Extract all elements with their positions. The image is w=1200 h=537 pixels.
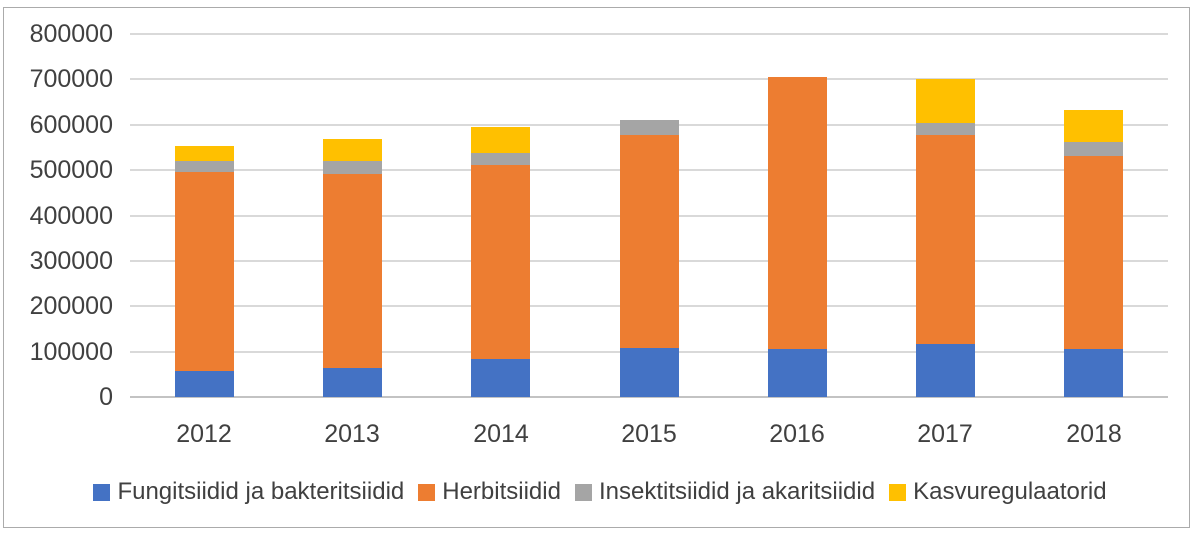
bar-segment-2017-fungitsiidid-ja-bakteritsiidid[interactable]: [916, 344, 975, 397]
bar-segment-2014-kasvuregulaatorid[interactable]: [471, 127, 530, 153]
legend-color-swatch: [93, 483, 111, 501]
legend-item-herbitsiidid[interactable]: Herbitsiidid: [418, 478, 561, 506]
bar-segment-2013-fungitsiidid-ja-bakteritsiidid[interactable]: [323, 368, 382, 397]
bar-segment-2014-fungitsiidid-ja-bakteritsiidid[interactable]: [471, 359, 530, 397]
legend-label: Insektitsiidid ja akaritsiidid: [598, 478, 876, 505]
y-axis-tick-label: 0: [99, 383, 113, 411]
x-axis-tick-label-2013: 2013: [324, 420, 380, 448]
x-axis-tick-label-2014: 2014: [473, 420, 529, 448]
bar-segment-2013-kasvuregulaatorid[interactable]: [323, 139, 382, 161]
gridline: [130, 78, 1168, 81]
bar-segment-2014-herbitsiidid[interactable]: [471, 165, 530, 359]
bar-segment-2013-insektitsiidid-ja-akaritsiidid[interactable]: [323, 161, 382, 174]
x-axis-tick-label-2017: 2017: [917, 420, 973, 448]
bar-segment-2012-kasvuregulaatorid[interactable]: [175, 146, 234, 161]
x-axis-tick-label-2018: 2018: [1066, 420, 1122, 448]
legend-color-swatch: [418, 483, 436, 501]
chart-legend: Fungitsiidid ja bakteritsiidid Herbitsiid…: [0, 478, 1200, 506]
legend-label: Kasvuregulaatorid: [913, 478, 1107, 505]
legend-item-insektitsiidid-ja-akaritsiidid[interactable]: Insektitsiidid ja akaritsiidid: [574, 478, 876, 506]
bar-segment-2018-herbitsiidid[interactable]: [1064, 156, 1123, 349]
bar-segment-2018-insektitsiidid-ja-akaritsiidid[interactable]: [1064, 142, 1123, 156]
bar-segment-2015-insektitsiidid-ja-akaritsiidid[interactable]: [620, 120, 679, 135]
legend-label: Fungitsiidid ja bakteritsiidid: [117, 478, 405, 505]
y-axis-tick-label: 200000: [29, 292, 113, 321]
legend-color-swatch: [574, 483, 592, 501]
x-axis-tick-label-2015: 2015: [621, 420, 677, 448]
bar-segment-2016-herbitsiidid[interactable]: [768, 77, 827, 349]
bar-segment-2013-herbitsiidid[interactable]: [323, 174, 382, 368]
bar-segment-2016-fungitsiidid-ja-bakteritsiidid[interactable]: [768, 349, 827, 397]
y-axis-tick-label: 800000: [29, 20, 113, 48]
bar-segment-2012-insektitsiidid-ja-akaritsiidid[interactable]: [175, 161, 234, 172]
legend-label: Herbitsiidid: [442, 478, 561, 505]
x-axis-tick-label-2016: 2016: [769, 420, 825, 448]
bar-segment-2014-insektitsiidid-ja-akaritsiidid[interactable]: [471, 153, 530, 165]
y-axis-tick-label: 100000: [29, 337, 113, 366]
bar-segment-2018-kasvuregulaatorid[interactable]: [1064, 110, 1123, 142]
legend-color-swatch: [889, 483, 907, 501]
y-axis-tick-label: 500000: [29, 156, 113, 185]
x-axis-tick-label-2012: 2012: [176, 420, 232, 448]
y-axis-tick-label: 700000: [29, 65, 113, 94]
bar-segment-2017-insektitsiidid-ja-akaritsiidid[interactable]: [916, 123, 975, 135]
y-axis-tick-label: 600000: [29, 110, 113, 139]
bar-segment-2017-herbitsiidid[interactable]: [916, 135, 975, 344]
y-axis-tick-label: 400000: [29, 201, 113, 230]
bar-segment-2012-fungitsiidid-ja-bakteritsiidid[interactable]: [175, 371, 234, 397]
x-axis-line: [130, 396, 1168, 398]
bar-segment-2015-herbitsiidid[interactable]: [620, 135, 679, 348]
legend-item-kasvuregulaatorid[interactable]: Kasvuregulaatorid: [889, 478, 1107, 506]
gridline: [130, 33, 1168, 35]
y-axis-tick-label: 300000: [29, 246, 113, 275]
bar-segment-2017-kasvuregulaatorid[interactable]: [916, 79, 975, 123]
bar-segment-2015-fungitsiidid-ja-bakteritsiidid[interactable]: [620, 348, 679, 397]
bar-segment-2018-fungitsiidid-ja-bakteritsiidid[interactable]: [1064, 349, 1123, 397]
legend-item-fungitsiidid-ja-bakteritsiidid[interactable]: Fungitsiidid ja bakteritsiidid: [93, 478, 404, 506]
bar-segment-2012-herbitsiidid[interactable]: [175, 172, 234, 371]
